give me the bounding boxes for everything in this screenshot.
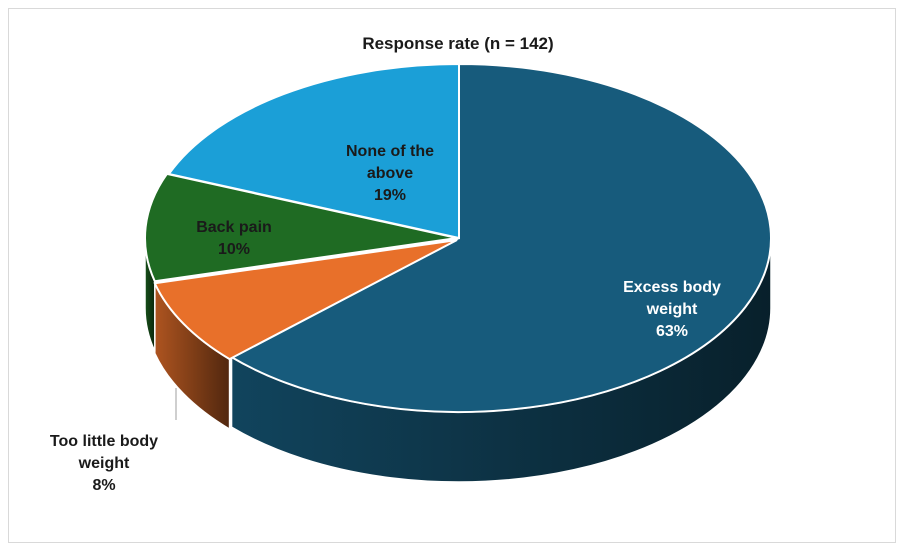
pie-label-1: Too little body weight 8% — [50, 433, 158, 494]
pie-top-faces — [144, 62, 772, 413]
pie-slice-0 — [229, 62, 772, 413]
pie-label-0: Excess body weight 63% — [623, 279, 721, 340]
pie-slice-3 — [167, 62, 460, 240]
chart-title: Response rate (n = 142) — [362, 34, 554, 53]
pie-label-3: None of the above 19% — [346, 143, 434, 204]
pie-label-2: Back pain 10% — [196, 219, 272, 258]
pie-slice-2 — [144, 172, 458, 283]
pie-slice-1 — [153, 239, 458, 361]
